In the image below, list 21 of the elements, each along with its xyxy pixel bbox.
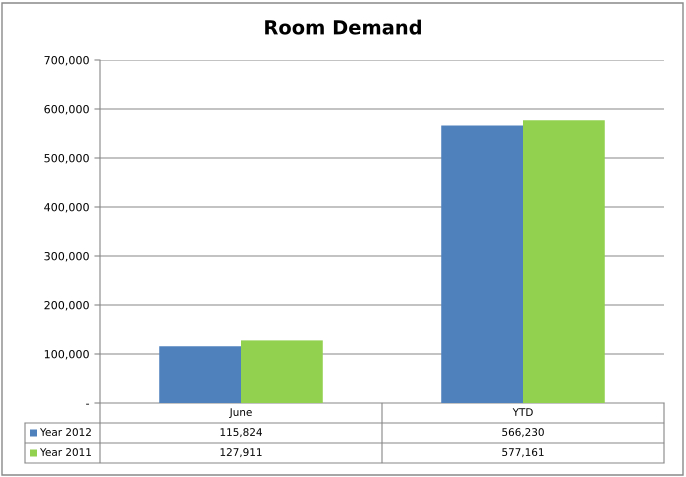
y-tick-label: 700,000 [44,56,89,66]
data-label: 115,824 [220,428,262,438]
legend-label: Year 2011 [40,448,91,456]
y-tick-label: 100,000 [44,350,89,360]
data-label: 577,161 [502,448,544,458]
legend-label: Year 2012 [40,428,91,436]
bar [159,346,241,403]
y-tick-label: 200,000 [44,300,89,311]
y-tick-label: 500,000 [44,154,89,164]
y-tick-label: 400,000 [44,202,89,213]
bar [241,340,323,403]
bar [523,120,605,403]
bar [441,126,523,403]
data-label: 127,911 [220,448,262,458]
y-tick-label: - [86,404,90,405]
x-tick-label: June [229,408,252,418]
data-label: 566,230 [502,428,544,438]
x-tick-label: YTD [512,408,533,416]
y-tick-label: 300,000 [44,252,89,262]
chart-title: Room Demand [265,20,421,35]
y-tick-label: 600,000 [44,104,89,115]
